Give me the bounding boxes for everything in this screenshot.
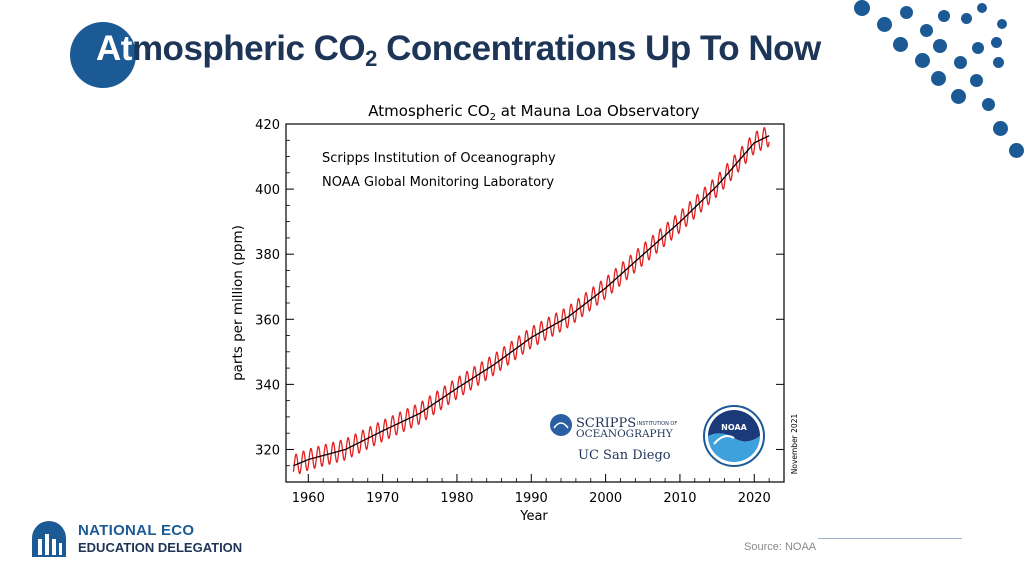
decorative-dot (992, 56, 1004, 68)
tick-labels: 1960 1970 1980 1990 2000 2010 2020 320 340 360 380… (255, 118, 771, 506)
y-tick-label: 400 (255, 183, 280, 198)
decorative-dot (933, 39, 947, 53)
x-tick-label: 1970 (366, 491, 399, 506)
chart-title: Atmospheric CO2 at Mauna Loa Observatory (368, 102, 700, 123)
scripps-oceanography: OCEANOGRAPHY (576, 428, 674, 440)
decorative-dot (1008, 142, 1024, 158)
title-suffix: Concentrations Up To Now (376, 29, 821, 68)
decorative-dot (981, 97, 995, 111)
axis-ticks (286, 123, 784, 482)
scripps-name: SCRIPPS (576, 416, 636, 431)
x-tick-label: 2020 (738, 491, 771, 506)
decorative-dot (992, 120, 1008, 136)
x-tick-label: 1980 (440, 491, 473, 506)
title-circle (70, 22, 136, 88)
source-note: Source: NOAA (744, 541, 817, 553)
series-trend (293, 135, 770, 467)
y-tick-label: 360 (255, 313, 280, 328)
title-prefix: At (96, 29, 132, 68)
y-tick-label: 380 (255, 248, 280, 263)
legend-noaa: NOAA Global Monitoring Laboratory (322, 175, 554, 190)
decorative-dot (938, 10, 950, 22)
brand-name-line2: EDUCATION DELEGATION (78, 540, 243, 555)
brand-name-line1: NATIONAL ECO (78, 522, 195, 539)
title-subscript: 2 (365, 46, 377, 71)
y-tick-label: 320 (255, 443, 280, 458)
brand-emblem-icon (32, 521, 66, 557)
series-monthly-mean (292, 126, 770, 475)
date-stamp: November 2021 (790, 414, 799, 475)
decorative-dot (950, 88, 966, 104)
plot-area (285, 123, 785, 483)
scripps-logo: SCRIPPS INSTITUTION OF OCEANOGRAPHY UC S… (550, 414, 677, 463)
decorative-dots (840, 0, 1024, 170)
decorative-dot (990, 36, 1002, 48)
decorative-dot (953, 55, 967, 69)
decorative-dot (876, 16, 892, 32)
decorative-dot (892, 36, 908, 52)
scripps-emblem-icon (550, 414, 572, 436)
chart-svg: Atmospheric CO2 at Mauna Loa Observatory… (230, 102, 799, 524)
decorative-dot (960, 12, 972, 24)
decorative-dot (930, 70, 946, 86)
title-main: mospheric CO (131, 29, 366, 68)
x-tick-label: 1990 (515, 491, 548, 506)
noaa-text: NOAA (721, 423, 747, 432)
x-axis-label: Year (519, 509, 548, 524)
decorative-dot (977, 3, 987, 13)
decorative-dot (919, 23, 933, 37)
noaa-logo: NOAA (703, 405, 765, 467)
decorative-dot (854, 0, 870, 16)
legend-scripps: Scripps Institution of Oceanography (322, 151, 556, 166)
co2-chart: Atmospheric CO2 at Mauna Loa Observatory… (212, 94, 816, 526)
y-tick-label: 420 (255, 118, 280, 133)
x-tick-label: 2010 (663, 491, 696, 506)
y-tick-label: 340 (255, 378, 280, 393)
brand-logo-block: NATIONAL ECO EDUCATION DELEGATION (30, 517, 270, 561)
source-divider (818, 538, 962, 539)
decorative-dot (899, 5, 913, 19)
scripps-small: INSTITUTION OF (637, 421, 677, 427)
decorative-dot (972, 42, 984, 54)
decorative-dot (969, 73, 983, 87)
page-title: Atmospheric CO2 Concentrations Up To Now (96, 29, 821, 71)
ucsd-text: UC San Diego (578, 448, 671, 463)
y-axis-label: parts per million (ppm) (230, 225, 246, 381)
decorative-dot (997, 19, 1007, 29)
x-tick-label: 2000 (589, 491, 622, 506)
decorative-dot (914, 52, 930, 68)
x-tick-label: 1960 (292, 491, 325, 506)
